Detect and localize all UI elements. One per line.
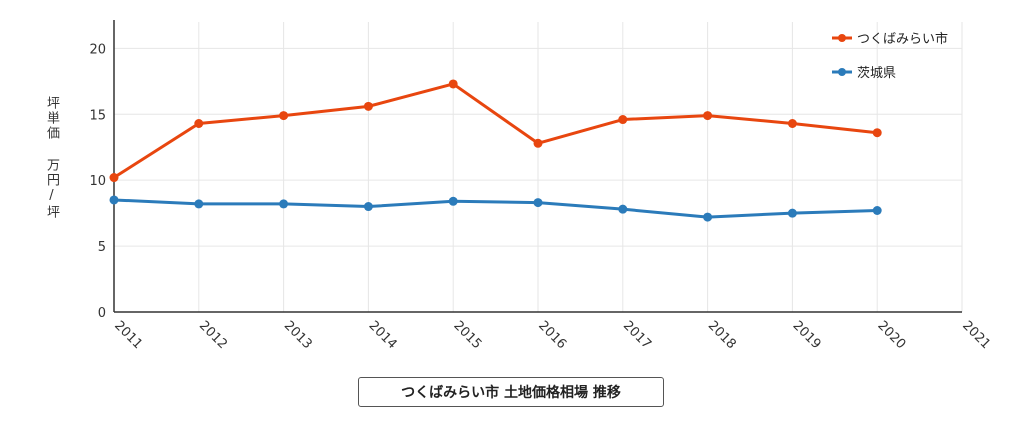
data-point: [703, 212, 713, 222]
data-point: [448, 79, 458, 89]
x-tick-label: 2015: [450, 318, 484, 352]
data-point: [618, 204, 628, 214]
series-line: [113, 82, 878, 179]
data-point: [279, 111, 289, 121]
data-point: [703, 111, 713, 121]
x-tick-label: 2013: [281, 318, 315, 352]
data-point: [787, 208, 797, 218]
data-point: [194, 199, 204, 209]
data-point: [363, 202, 373, 212]
data-point: [194, 119, 204, 128]
x-tick-label: 2018: [705, 318, 739, 352]
y-tick-label: 15: [89, 108, 106, 123]
data-point: [448, 196, 458, 206]
legend-swatch-marker: [838, 68, 846, 76]
legend-swatch-marker: [838, 34, 846, 42]
data-point: [618, 115, 628, 125]
x-tick-label: 2020: [874, 318, 908, 352]
data-point: [363, 101, 373, 111]
y-axis-label: 坪単価 万円/坪: [44, 96, 59, 220]
y-tick-label: 0: [98, 306, 106, 321]
series-line: [113, 198, 878, 219]
data-point: [872, 128, 882, 138]
data-point: [109, 173, 119, 183]
y-tick-label: 10: [89, 174, 106, 189]
legend-entry: 茨城県: [857, 66, 896, 81]
data-point: [533, 138, 543, 148]
x-tick-label: 2017: [620, 318, 654, 352]
y-tick-label: 5: [98, 240, 106, 255]
data-point: [279, 199, 289, 209]
series-lines: [109, 79, 882, 222]
chart-title: つくばみらい市 土地価格相場 推移: [358, 377, 664, 407]
data-point: [787, 119, 797, 128]
x-tick-label: 2011: [111, 318, 145, 352]
x-tick-label: 2021: [959, 318, 993, 352]
x-tick-label: 2016: [535, 318, 569, 352]
data-point: [109, 195, 119, 205]
y-tick-label: 20: [89, 42, 106, 57]
x-tick-label: 2014: [366, 318, 400, 352]
x-tick-label: 2019: [790, 318, 824, 352]
grid-lines: [113, 22, 963, 313]
data-point: [872, 206, 882, 215]
data-point: [533, 198, 543, 208]
x-tick-label: 2012: [196, 318, 230, 352]
legend-entry: つくばみらい市: [857, 31, 948, 47]
